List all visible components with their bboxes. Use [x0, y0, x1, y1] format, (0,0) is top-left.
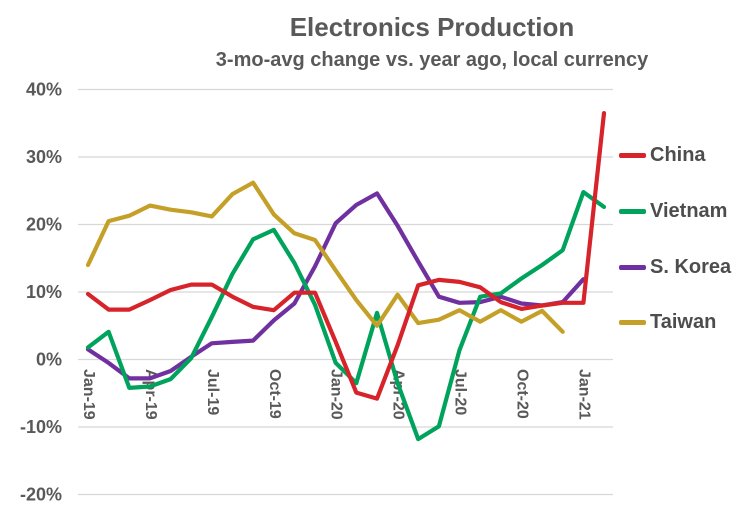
legend-swatch-skorea: [619, 265, 646, 270]
series-line-china: [85, 110, 607, 401]
legend-item-china: China: [619, 144, 706, 167]
y-axis-label: 30%: [26, 147, 62, 167]
series-line-vietnam: [85, 190, 607, 442]
legend-item-vietnam: Vietnam: [619, 200, 727, 223]
y-axis-label: 10%: [26, 282, 62, 302]
chart-title: Electronics Production: [289, 12, 575, 42]
x-axis-label: Jul-20: [452, 369, 469, 415]
y-axis-label: 20%: [26, 215, 62, 235]
x-axis-label: Oct-19: [266, 369, 283, 419]
legend-label-skorea: S. Korea: [650, 256, 732, 278]
y-axis-label: 0%: [36, 350, 62, 370]
legend-label-china: China: [650, 144, 706, 166]
legend-swatch-taiwan: [619, 320, 646, 325]
chart-subtitle: 3-mo-avg change vs. year ago, local curr…: [215, 49, 649, 71]
legend-swatch-vietnam: [619, 209, 646, 214]
y-axis-label: -20%: [20, 485, 62, 505]
x-axis-label: Jan-21: [575, 369, 592, 420]
series-line-s-korea: [85, 191, 586, 381]
x-axis-label: Jan-19: [80, 369, 97, 420]
legend-item-taiwan: Taiwan: [619, 311, 716, 334]
legend-swatch-china: [619, 153, 646, 158]
legend-label-vietnam: Vietnam: [650, 200, 728, 222]
x-axis-label: Apr-20: [390, 369, 407, 420]
series-line-taiwan: [85, 180, 565, 334]
x-axis-label: Jan-20: [328, 369, 345, 420]
y-axis-label: -10%: [20, 417, 62, 437]
legend-item-skorea: S. Korea: [619, 256, 731, 279]
x-axis-label: Apr-19: [142, 369, 159, 420]
legend-label-taiwan: Taiwan: [650, 311, 717, 333]
y-axis-label: 40%: [26, 80, 62, 100]
x-axis-label: Jul-19: [204, 369, 221, 415]
x-axis-label: Oct-20: [513, 369, 530, 419]
